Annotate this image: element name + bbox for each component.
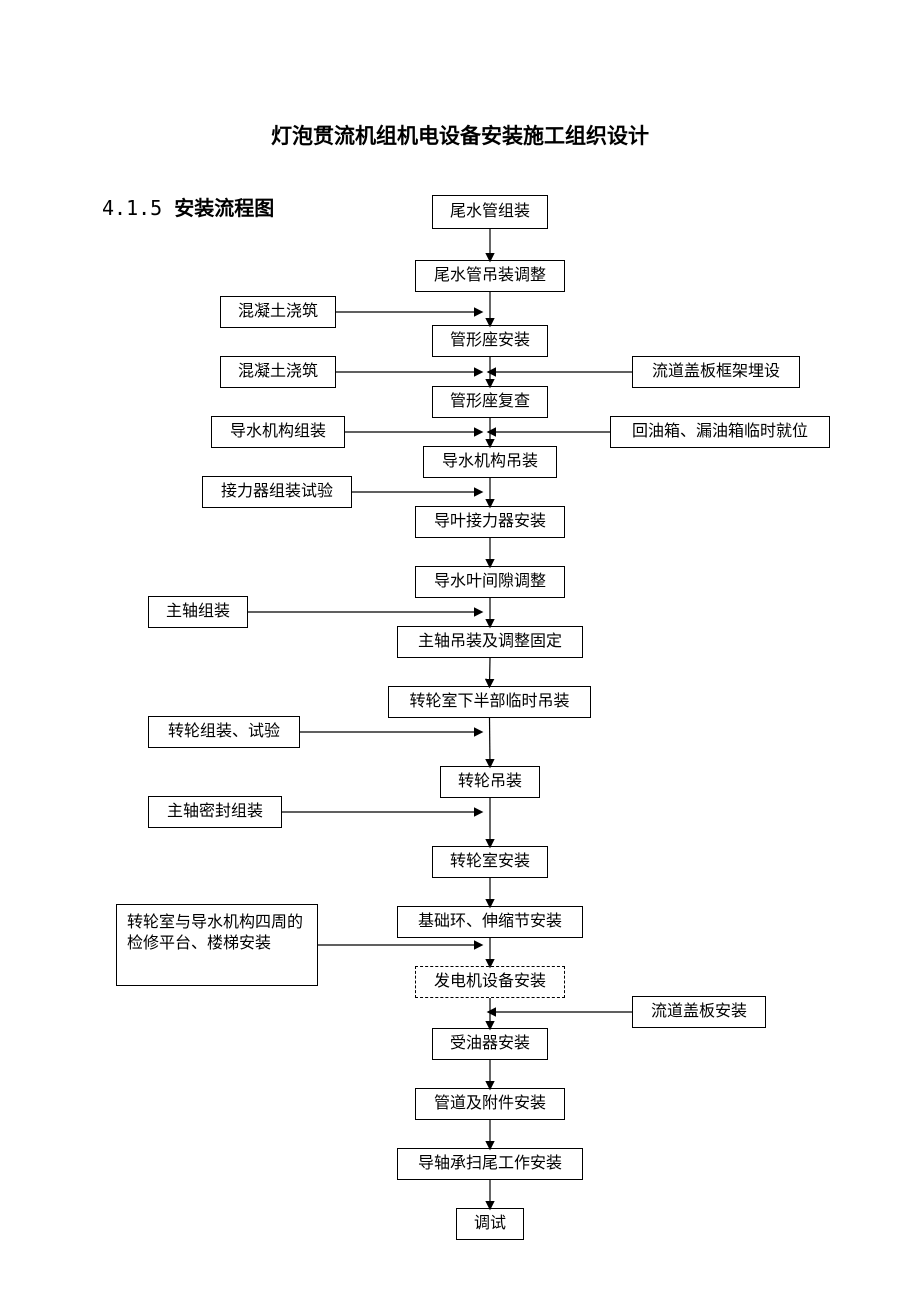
flow-node-c11: 转轮室安装 [432, 846, 548, 878]
flow-node-l6: 转轮组装、试验 [148, 716, 300, 748]
flow-node-c5: 导水机构吊装 [423, 446, 557, 478]
flow-node-c6: 导叶接力器安装 [415, 506, 565, 538]
flow-node-c3: 管形座安装 [432, 325, 548, 357]
flow-node-c4: 管形座复查 [432, 386, 548, 418]
flow-node-c2: 尾水管吊装调整 [415, 260, 565, 292]
section-number: 4.1.5 [102, 196, 162, 220]
flow-node-r1: 流道盖板框架埋设 [632, 356, 800, 388]
flow-node-l8: 转轮室与导水机构四周的检修平台、楼梯安装 [116, 904, 318, 986]
flow-node-c13: 发电机设备安装 [415, 966, 565, 998]
flow-node-r3: 流道盖板安装 [632, 996, 766, 1028]
page-title-text: 灯泡贯流机组机电设备安装施工组织设计 [271, 124, 649, 148]
flow-node-l3: 导水机构组装 [211, 416, 345, 448]
section-title: 安装流程图 [174, 198, 274, 220]
flow-node-c10: 转轮吊装 [440, 766, 540, 798]
flow-node-l7: 主轴密封组装 [148, 796, 282, 828]
flow-node-l5: 主轴组装 [148, 596, 248, 628]
flow-node-l1: 混凝土浇筑 [220, 296, 336, 328]
flow-node-r2: 回油箱、漏油箱临时就位 [610, 416, 830, 448]
flow-node-c15: 管道及附件安装 [415, 1088, 565, 1120]
flow-node-c17: 调试 [456, 1208, 524, 1240]
flow-node-c9: 转轮室下半部临时吊装 [388, 686, 591, 718]
section-heading: 4.1.5 安装流程图 [102, 192, 274, 221]
flow-node-c8: 主轴吊装及调整固定 [397, 626, 583, 658]
flow-node-c1: 尾水管组装 [432, 195, 548, 229]
flow-node-c12: 基础环、伸缩节安装 [397, 906, 583, 938]
flow-node-c14: 受油器安装 [432, 1028, 548, 1060]
flow-node-l4: 接力器组装试验 [202, 476, 352, 508]
flow-node-c16: 导轴承扫尾工作安装 [397, 1148, 583, 1180]
flow-node-l2: 混凝土浇筑 [220, 356, 336, 388]
flow-node-c7: 导水叶间隙调整 [415, 566, 565, 598]
page-title: 灯泡贯流机组机电设备安装施工组织设计 [0, 120, 920, 150]
